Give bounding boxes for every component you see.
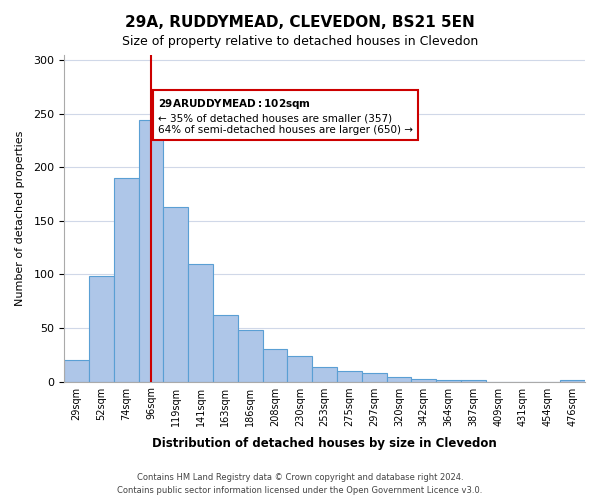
Bar <box>461 380 486 382</box>
Bar <box>412 380 436 382</box>
Bar <box>89 276 114 382</box>
Bar <box>213 315 238 382</box>
Bar <box>238 330 263 382</box>
Text: Size of property relative to detached houses in Clevedon: Size of property relative to detached ho… <box>122 35 478 48</box>
Bar <box>139 120 163 382</box>
Bar <box>263 350 287 382</box>
Text: $\bf{29A RUDDYMEAD: 102sqm}$
← 35% of detached houses are smaller (357)
64% of s: $\bf{29A RUDDYMEAD: 102sqm}$ ← 35% of de… <box>158 98 413 134</box>
Bar <box>560 380 585 382</box>
Bar <box>312 366 337 382</box>
Bar <box>114 178 139 382</box>
Text: Contains HM Land Registry data © Crown copyright and database right 2024.
Contai: Contains HM Land Registry data © Crown c… <box>118 474 482 495</box>
Bar <box>287 356 312 382</box>
Bar <box>362 373 386 382</box>
Bar <box>386 377 412 382</box>
Bar <box>163 207 188 382</box>
Bar <box>64 360 89 382</box>
Bar <box>188 264 213 382</box>
Bar <box>436 380 461 382</box>
X-axis label: Distribution of detached houses by size in Clevedon: Distribution of detached houses by size … <box>152 437 497 450</box>
Y-axis label: Number of detached properties: Number of detached properties <box>15 130 25 306</box>
Text: 29A, RUDDYMEAD, CLEVEDON, BS21 5EN: 29A, RUDDYMEAD, CLEVEDON, BS21 5EN <box>125 15 475 30</box>
Bar <box>337 371 362 382</box>
